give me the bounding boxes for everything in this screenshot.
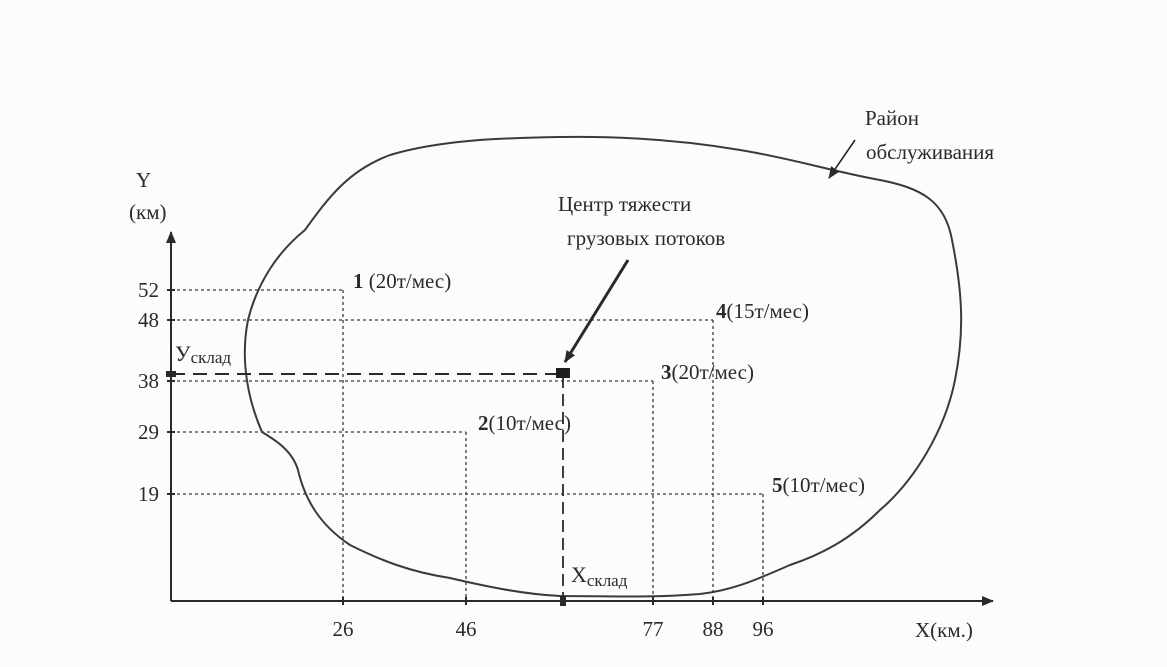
- x-warehouse-label: Xсклад: [571, 562, 628, 590]
- point-load: (20т/мес): [364, 269, 452, 293]
- y-axis-unit: (км): [129, 200, 166, 224]
- x-axis-label: X(км.): [915, 618, 973, 642]
- y-tick-label: 52: [138, 278, 159, 302]
- point-number: 5: [772, 473, 783, 497]
- point-load: (10т/мес): [489, 411, 571, 435]
- y-tick-label: 48: [138, 308, 159, 332]
- y-tick-label: 29: [138, 420, 159, 444]
- warehouse-center-marker: [556, 368, 570, 378]
- center-annotation-line2: грузовых потоков: [567, 226, 725, 250]
- point-load: (10т/мес): [783, 473, 865, 497]
- axis-ticks: 26 46 77 88 96 52 48 38 29 19: [138, 278, 774, 641]
- x-tick-label: 88: [703, 617, 724, 641]
- point-label-1: 1 (20т/мес): [353, 269, 451, 293]
- region-annotation-line1: Район: [865, 106, 919, 130]
- point-label-3: 3(20т/мес): [661, 360, 754, 384]
- region-annotation-arrow: [828, 139, 856, 179]
- point-number: 4: [716, 299, 727, 323]
- x-warehouse-tick: [560, 596, 566, 606]
- x-tick-label: 26: [333, 617, 354, 641]
- y-tick-label: 19: [138, 482, 159, 506]
- point-number: 3: [661, 360, 672, 384]
- demand-points: 1 (20т/мес)2(10т/мес)3(20т/мес)4(15т/мес…: [353, 269, 865, 497]
- projection-lines: [171, 289, 764, 601]
- point-label-2: 2(10т/мес): [478, 411, 571, 435]
- service-area-outline: [243, 135, 963, 598]
- x-tick-label: 77: [643, 617, 664, 641]
- point-number: 2: [478, 411, 489, 435]
- point-number: 1: [353, 269, 364, 293]
- center-annotation-arrow: [563, 259, 630, 363]
- point-label-5: 5(10т/мес): [772, 473, 865, 497]
- point-load: (15т/мес): [727, 299, 809, 323]
- y-axis-label: Y: [136, 168, 151, 192]
- x-tick-label: 46: [456, 617, 477, 641]
- point-label-4: 4(15т/мес): [716, 299, 809, 323]
- point-load: (20т/мес): [672, 360, 754, 384]
- y-tick-label: 38: [138, 369, 159, 393]
- y-warehouse-tick: [166, 371, 176, 377]
- region-annotation-line2: обслуживания: [866, 140, 994, 164]
- y-warehouse-label: Усклад: [175, 341, 231, 367]
- center-annotation-line1: Центр тяжести: [558, 192, 691, 216]
- x-tick-label: 96: [753, 617, 774, 641]
